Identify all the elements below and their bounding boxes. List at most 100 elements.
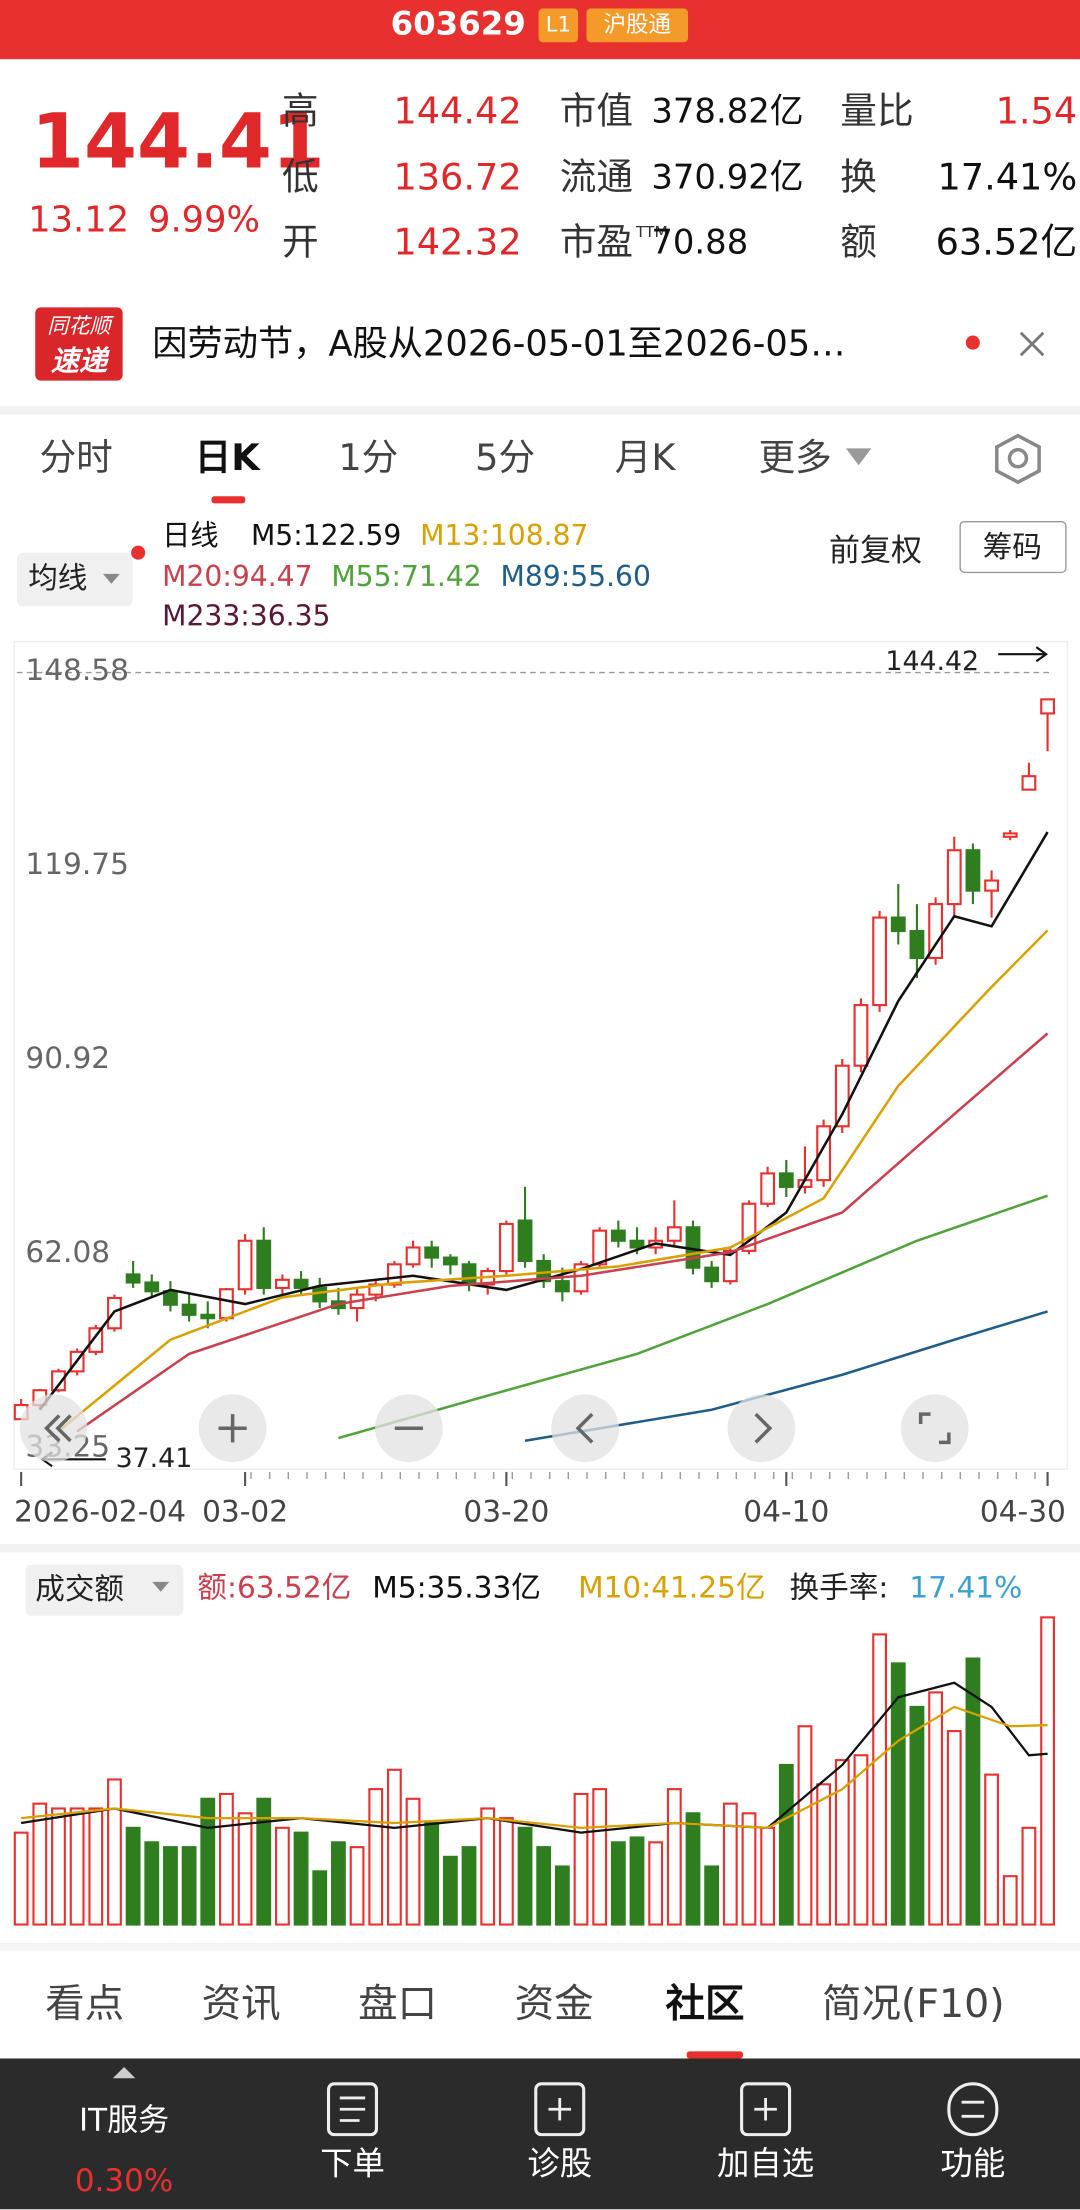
volume-bar (554, 1865, 570, 1926)
bottom-tab[interactable]: 资金 (515, 1981, 594, 2027)
level-badge (538, 8, 579, 43)
volume-bar (984, 1773, 999, 1926)
candle-body (722, 1249, 738, 1283)
bottom-tab-indicator (686, 2051, 744, 2059)
candle-body (293, 1278, 309, 1289)
ma-line (38, 831, 1049, 1411)
y-tick-label: 90.92 (25, 1041, 110, 1075)
candle-body (853, 1004, 869, 1067)
volume-bar (331, 1841, 346, 1926)
news-logo (35, 307, 123, 381)
chart-nav-button[interactable] (19, 1394, 88, 1463)
chart-nav-button[interactable] (900, 1394, 969, 1463)
candle-body (592, 1229, 608, 1266)
candle-body (704, 1266, 720, 1283)
volume-bar (853, 1754, 869, 1926)
action-icon[interactable] (326, 2082, 378, 2137)
ma-legend: M5:122.59 (251, 519, 401, 552)
candle-body (909, 929, 925, 960)
tab[interactable]: 更多 (759, 436, 832, 479)
tab[interactable]: 1分 (338, 436, 398, 479)
ma-legend: M233:36.35 (162, 600, 330, 633)
volume-button[interactable] (25, 1565, 184, 1616)
chart-nav-button[interactable] (727, 1394, 796, 1463)
chips-button[interactable] (959, 520, 1067, 574)
unread-dot (965, 335, 980, 350)
volume-bar (890, 1662, 906, 1926)
volume-bar (629, 1836, 645, 1926)
stat-value: 17.41% (937, 156, 1077, 199)
volume-bar (1002, 1875, 1018, 1926)
volume-bar (797, 1725, 813, 1926)
volume-bar (704, 1865, 720, 1926)
action-label[interactable]: 功能 (940, 2145, 1005, 2183)
x-tick-label: 03-02 (202, 1494, 288, 1528)
bottom-tab[interactable]: 社区 (665, 1981, 744, 2027)
volume-bar (946, 1730, 962, 1926)
volume-bar (405, 1797, 421, 1926)
tab[interactable]: 5分 (475, 436, 535, 479)
settings-icon[interactable] (995, 433, 1041, 485)
volume-bar (592, 1788, 608, 1926)
tab[interactable]: 月K (615, 436, 677, 479)
action-label[interactable]: 下单 (320, 2145, 385, 2183)
bottom-tab[interactable]: 资讯 (202, 1981, 281, 2027)
news-text[interactable]: 因劳动节，A股从2026-05-01至2026-05… (152, 323, 845, 364)
volume-bar (125, 1826, 141, 1926)
action-icon[interactable] (947, 2082, 999, 2137)
ma-label: 均线 (28, 561, 87, 595)
candle-body (405, 1246, 421, 1266)
volume-bar (872, 1633, 888, 1926)
stat-value: 63.52亿 (936, 220, 1078, 263)
candle-body (424, 1246, 440, 1259)
x-tick-label: 2026-02-04 (14, 1494, 186, 1528)
volume-bar (256, 1797, 272, 1926)
candle-body (1021, 775, 1037, 791)
ma-button[interactable] (16, 552, 133, 607)
plot-frame (13, 640, 1069, 1470)
volume-bar (88, 1807, 104, 1926)
candle-body (928, 903, 943, 960)
volume-bar (349, 1846, 365, 1926)
volume-bar (51, 1807, 66, 1926)
stat-label: 市盈 (560, 220, 633, 263)
sector[interactable]: IT服务 (79, 2102, 169, 2138)
high-arrow (998, 646, 1048, 663)
bottom-tab[interactable]: 简况(F10) (822, 1981, 1005, 2027)
candle-body (890, 916, 906, 933)
close-icon[interactable] (1019, 331, 1045, 357)
candle-body (946, 849, 962, 906)
volume-bar (237, 1812, 253, 1926)
candle-body (386, 1263, 402, 1286)
stat-value: 1.54 (996, 89, 1078, 132)
adjust[interactable]: 前复权 (829, 533, 922, 569)
volume-bar (461, 1846, 477, 1926)
chart-nav-button[interactable] (551, 1394, 619, 1463)
volume-bar (442, 1855, 458, 1926)
candle-body (275, 1278, 290, 1289)
tab[interactable]: 分时 (39, 436, 112, 479)
candle-body (51, 1370, 66, 1392)
action-icon[interactable] (740, 2082, 792, 2137)
tab[interactable]: 日K (195, 436, 262, 479)
action-label[interactable]: 诊股 (527, 2145, 592, 2183)
action-icon[interactable] (534, 2082, 586, 2137)
tab-indicator (211, 496, 246, 504)
dropdown-arrow (845, 448, 872, 466)
volume-bar (480, 1807, 496, 1926)
stat-label: 开 (282, 220, 319, 263)
bottom-tab[interactable]: 盘口 (358, 1981, 437, 2027)
ma-legend: M20:94.47 (162, 560, 312, 593)
candle-body (498, 1222, 514, 1273)
chips: 筹码 (983, 530, 1042, 564)
bottom-tab[interactable]: 看点 (45, 1981, 124, 2027)
volume-bar (144, 1841, 160, 1926)
separator (0, 1942, 1080, 1952)
action-label[interactable]: 加自选 (717, 2145, 814, 2183)
volume-bar (648, 1841, 664, 1926)
volume-label[interactable]: 成交额 (35, 1572, 124, 1606)
candle-body (610, 1229, 626, 1242)
ma-line (338, 1194, 1048, 1440)
stat-value: 144.42 (393, 89, 521, 132)
